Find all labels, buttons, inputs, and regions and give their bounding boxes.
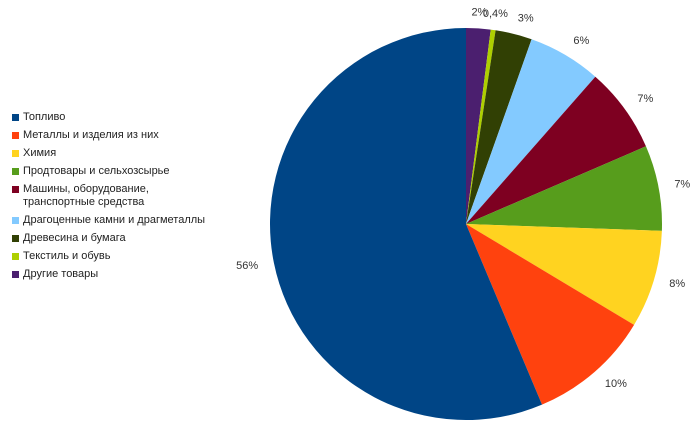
- legend-swatch: [12, 186, 19, 193]
- pie-slice: [466, 28, 491, 224]
- data-label: 6%: [573, 35, 589, 47]
- legend-swatch: [12, 217, 19, 224]
- data-label: 7%: [674, 179, 690, 191]
- legend-swatch: [12, 132, 19, 139]
- data-label: 3%: [518, 12, 534, 24]
- pie-slice: [466, 29, 496, 224]
- legend-swatch: [12, 271, 19, 278]
- legend-swatch: [12, 235, 19, 242]
- legend-swatch: [12, 168, 19, 175]
- legend-item: Машины, оборудование, транспортные средс…: [12, 183, 203, 209]
- legend-swatch: [12, 150, 19, 157]
- legend-item: Драгоценные камни и драгметаллы: [12, 214, 232, 227]
- legend-item: Металлы и изделия из них: [12, 129, 232, 142]
- data-label: 56%: [236, 260, 258, 272]
- legend-item: Продтовары и сельхозсырье: [12, 165, 232, 178]
- legend-label: Химия: [23, 147, 57, 159]
- legend-item: Другие товары: [12, 268, 232, 281]
- data-label: 10%: [605, 378, 627, 390]
- legend-label: Машины, оборудование, транспортные средс…: [23, 183, 149, 208]
- legend-label: Древесина и бумага: [23, 232, 126, 244]
- legend-item: Химия: [12, 147, 232, 160]
- legend-label: Металлы и изделия из них: [23, 129, 159, 141]
- legend-item: Древесина и бумага: [12, 232, 232, 245]
- legend-label: Топливо: [23, 111, 66, 123]
- pie-slice: [466, 76, 646, 225]
- legend-label: Драгоценные камни и драгметаллы: [23, 214, 206, 226]
- data-label: 8%: [669, 278, 685, 290]
- pie-slice: [466, 39, 596, 224]
- legend-label: Другие товары: [23, 268, 99, 280]
- pie-slice: [269, 28, 543, 420]
- data-label: 7%: [637, 93, 653, 105]
- pie-slice: [466, 30, 532, 224]
- data-label: 0,4%: [483, 8, 508, 20]
- legend-swatch: [12, 253, 19, 260]
- data-label: 2%: [471, 6, 487, 18]
- pie-slice: [466, 146, 662, 231]
- pie-slice: [466, 224, 662, 325]
- legend-label: Продтовары и сельхозсырье: [23, 165, 170, 177]
- legend-item: Текстиль и обувь: [12, 250, 232, 263]
- legend-swatch: [12, 114, 19, 121]
- legend-label: Текстиль и обувь: [23, 250, 111, 262]
- legend: Топливо Металлы и изделия из них Химия Прод…: [12, 111, 232, 286]
- pie-slice: [466, 224, 635, 405]
- legend-item: Топливо: [12, 111, 232, 124]
